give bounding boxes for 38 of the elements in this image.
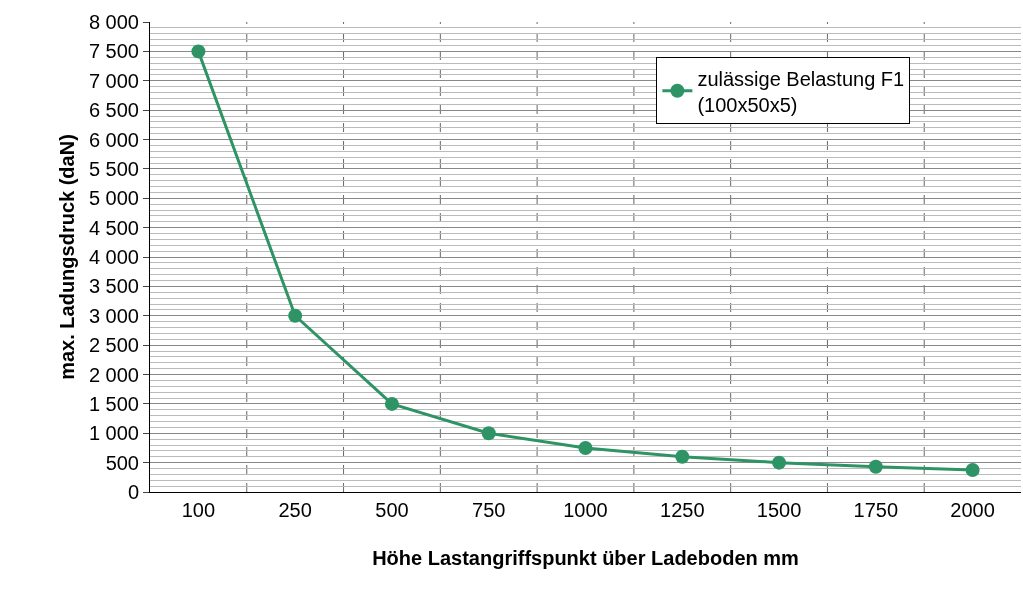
x-axis-title: Höhe Lastangriffspunkt über Ladeboden mm: [372, 546, 799, 569]
x-tick-label: 100: [181, 499, 216, 521]
x-tick-label: 1000: [563, 499, 608, 521]
point: [868, 459, 883, 474]
y-tick-label: 3 000: [88, 304, 139, 327]
x-tick-label: 500: [375, 499, 409, 521]
y-tick-label: 2 500: [88, 334, 139, 357]
point: [772, 455, 787, 470]
point: [675, 449, 690, 464]
point: [578, 440, 593, 455]
y-tick-label: 1 500: [88, 392, 139, 415]
y-tick-label: 6 500: [88, 99, 139, 122]
point: [384, 396, 399, 411]
x-tick-label: 750: [472, 499, 506, 521]
legend-label: zulässige Belastung F1 (100x50x5): [697, 67, 905, 116]
y-tick-label: 7 000: [88, 69, 139, 92]
y-tick-label: 4 500: [88, 216, 139, 239]
y-tick-label: 5 000: [88, 187, 139, 210]
x-tick-label: 1500: [756, 499, 802, 521]
point: [191, 44, 206, 59]
y-tick-label: 3 500: [88, 275, 139, 298]
y-tick-label: 6 000: [88, 128, 139, 151]
y-tick-label: 7 500: [88, 40, 139, 63]
point: [965, 462, 980, 477]
x-tick-label: 1750: [853, 499, 899, 521]
y-tick-label: 500: [105, 451, 139, 474]
y-axis-title: max. Ladungsdruck (daN): [56, 134, 79, 380]
y-tick-label: 0: [127, 481, 139, 503]
x-tick-label: 250: [278, 499, 312, 521]
y-tick-label: 1 000: [88, 422, 139, 445]
y-tick-label: 4 000: [88, 246, 139, 268]
y-tick-label: 2 000: [88, 363, 139, 386]
y-tick-label: 5 500: [88, 157, 139, 180]
point: [481, 426, 496, 441]
x-tick-label: 1250: [660, 499, 705, 521]
x-tick-label: 2000: [950, 499, 995, 521]
point: [288, 308, 303, 323]
y-tick-label: 8 000: [88, 11, 139, 33]
